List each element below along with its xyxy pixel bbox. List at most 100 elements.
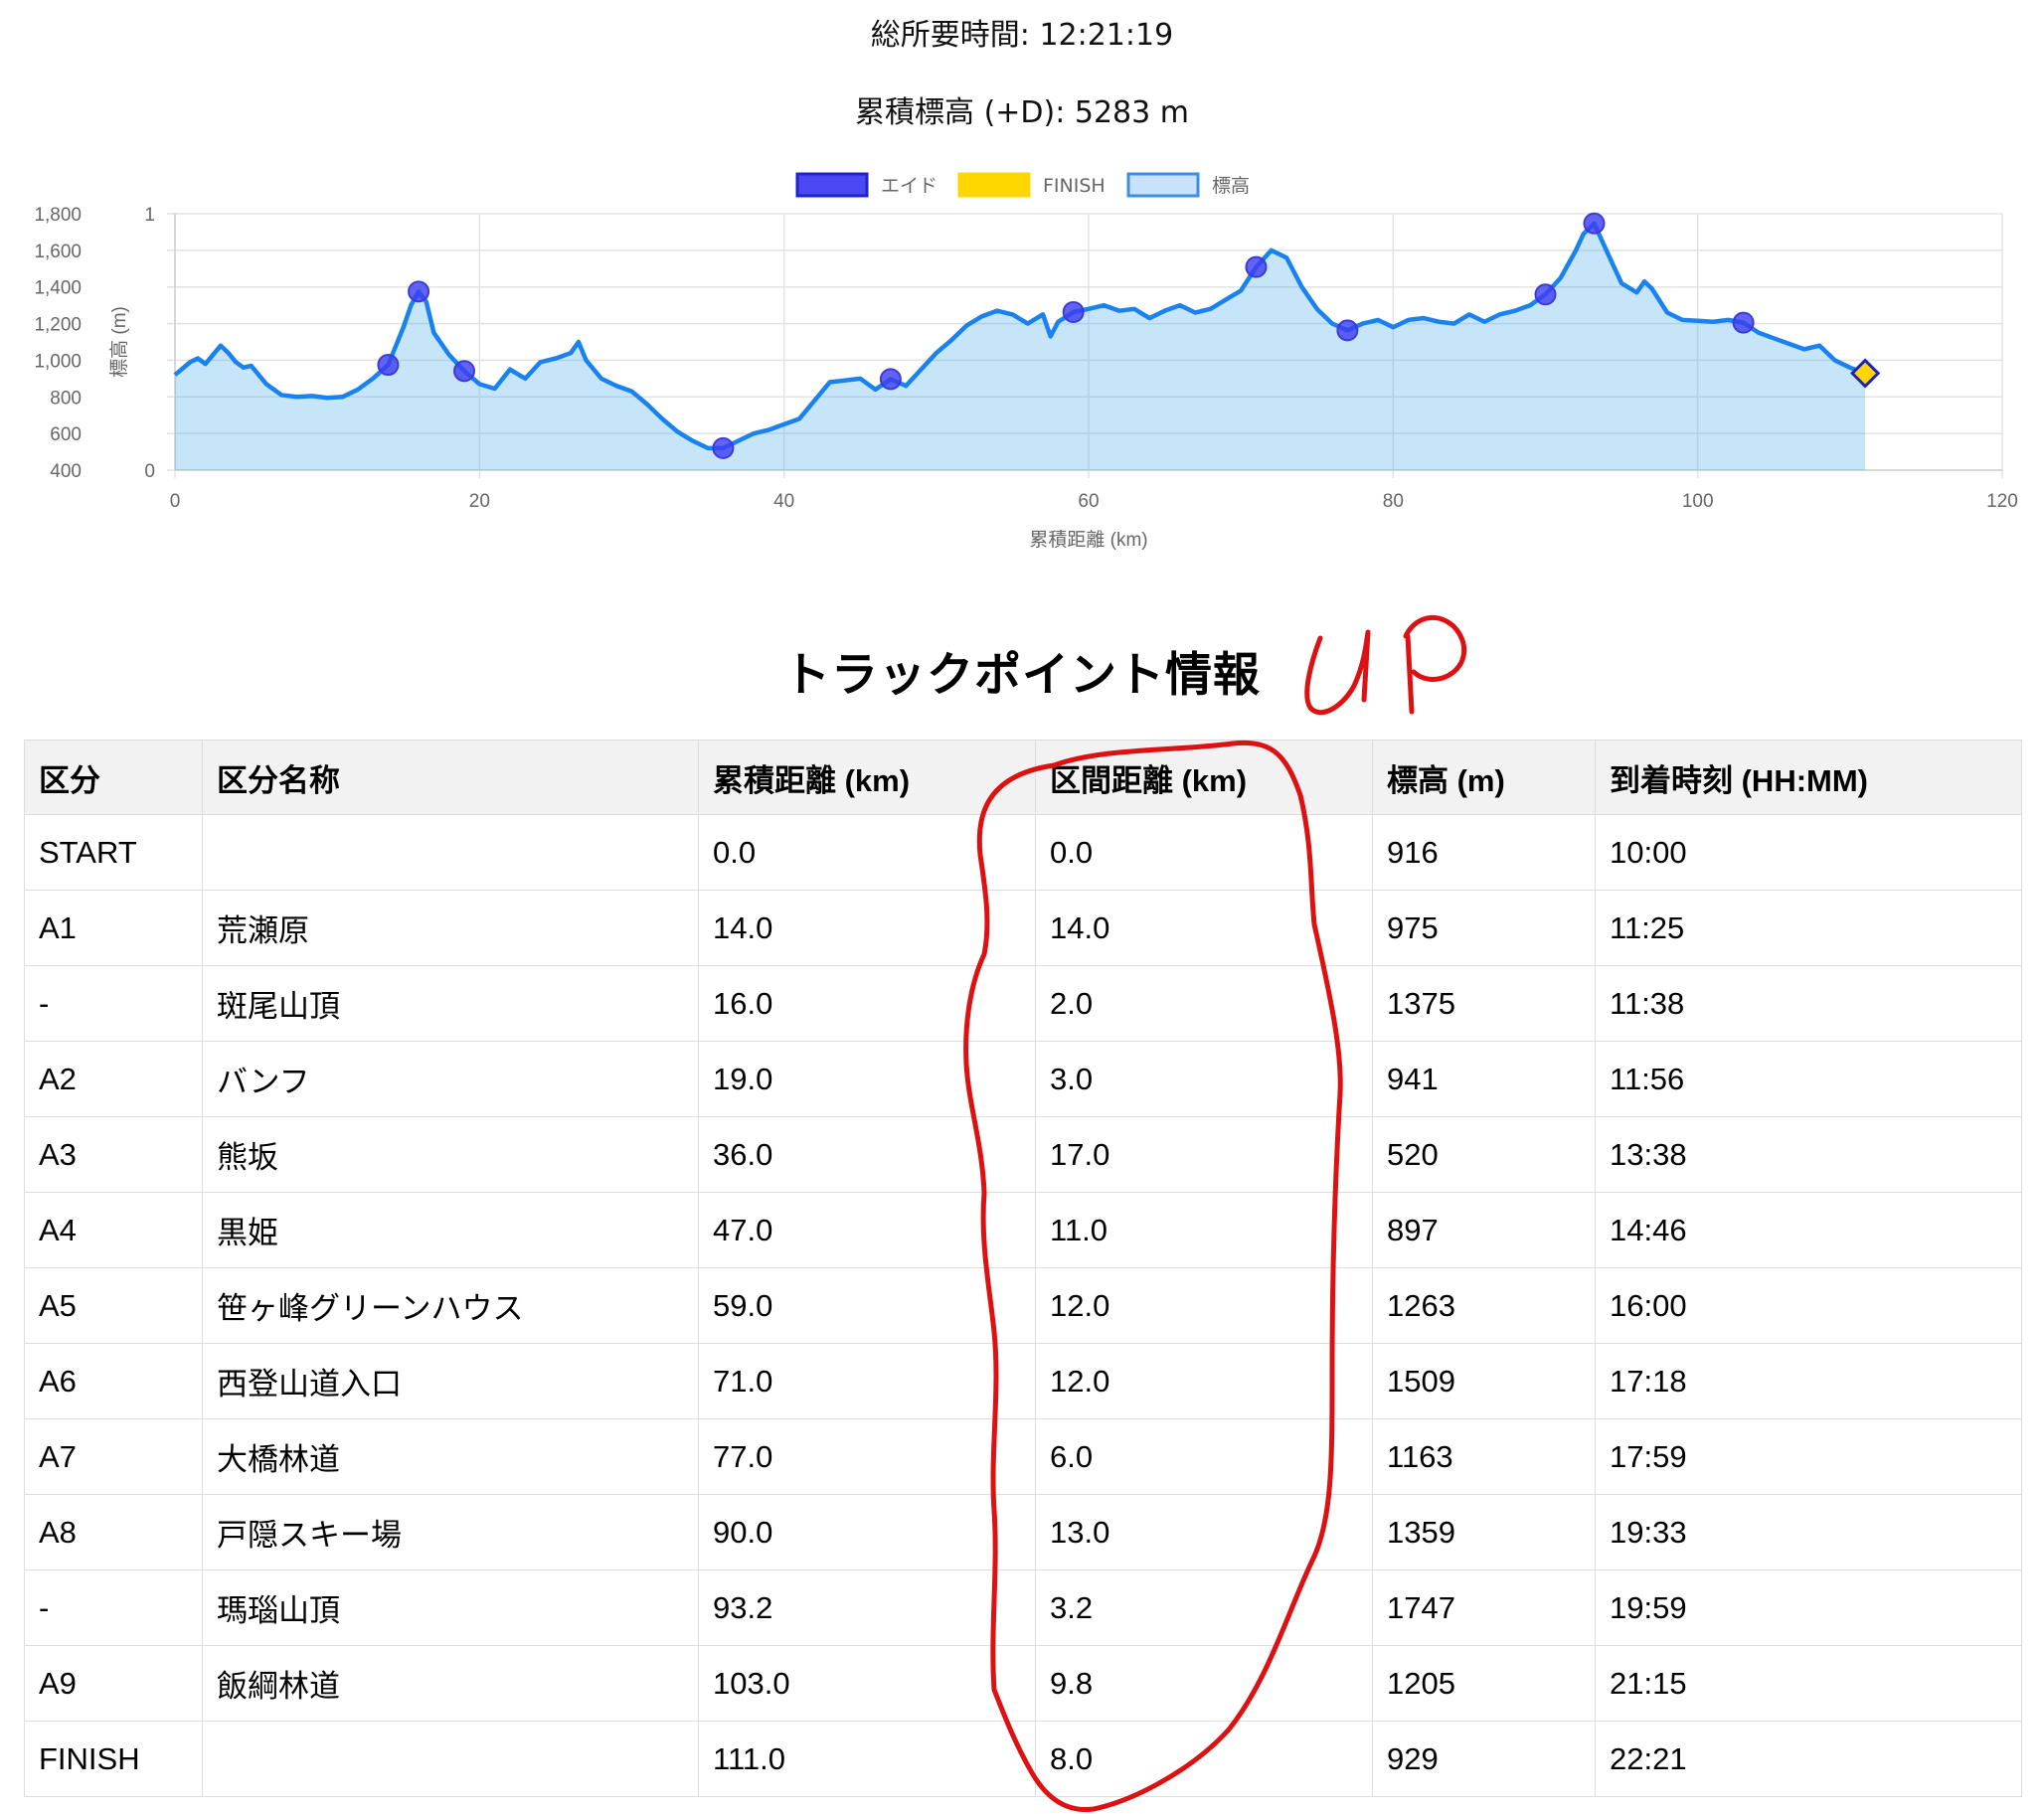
- cell-elevation: 1375: [1372, 965, 1596, 1042]
- x-tick-label: 20: [469, 491, 490, 512]
- cell-arrival-time: 14:46: [1595, 1192, 2022, 1268]
- x-tick-label: 40: [773, 491, 794, 512]
- cell-elevation: 1263: [1372, 1267, 1596, 1344]
- cumulative-elevation: 累積標高 (+D): 5283 m: [855, 95, 1189, 130]
- cell-arrival-time: 19:59: [1595, 1569, 2022, 1646]
- cell-section: A2: [24, 1041, 203, 1117]
- cell-arrival-time: 21:15: [1595, 1645, 2022, 1722]
- trackpoint-table: 区分 区分名称 累積距離 (km) 区間距離 (km) 標高 (m) 到着時刻 …: [24, 740, 2022, 1797]
- cell-elevation: 897: [1372, 1192, 1596, 1268]
- cell-section-name: 大橋林道: [202, 1418, 699, 1495]
- cell-section-distance: 6.0: [1035, 1418, 1373, 1495]
- cell-elevation: 916: [1372, 814, 1596, 891]
- cell-section: A3: [24, 1116, 203, 1193]
- cell-cumulative-distance: 77.0: [698, 1418, 1036, 1495]
- cell-section: -: [24, 1569, 203, 1646]
- cell-cumulative-distance: 93.2: [698, 1569, 1036, 1646]
- cell-cumulative-distance: 103.0: [698, 1645, 1036, 1722]
- cell-section-distance: 17.0: [1035, 1116, 1373, 1193]
- y2-tick-label: 1: [144, 205, 155, 226]
- table-row: FINISH 111.0 8.0 929 22:21: [24, 1721, 2022, 1797]
- table-row: A6 西登山道入口 71.0 12.0 1509 17:18: [24, 1343, 2022, 1419]
- y-tick-label: 800: [50, 388, 82, 409]
- cell-arrival-time: 22:21: [1595, 1721, 2022, 1797]
- y-tick-label: 1,600: [34, 242, 82, 262]
- cell-section: A4: [24, 1192, 203, 1268]
- finish-point: [1850, 358, 1881, 389]
- total-time: 総所要時間: 12:21:19: [870, 18, 1174, 53]
- cell-section: A1: [24, 890, 203, 966]
- cell-section: START: [24, 814, 203, 891]
- cell-elevation: 1205: [1372, 1645, 1596, 1722]
- table-row: START 0.0 0.0 916 10:00: [24, 814, 2022, 891]
- cell-arrival-time: 11:56: [1595, 1041, 2022, 1117]
- aid-point: [1336, 319, 1359, 342]
- col-header-section-distance: 区間距離 (km): [1035, 740, 1373, 815]
- cell-arrival-time: 11:38: [1595, 965, 2022, 1042]
- cell-section: A6: [24, 1343, 203, 1419]
- cell-section: A5: [24, 1267, 203, 1344]
- cell-section-distance: 12.0: [1035, 1343, 1373, 1419]
- y-tick-label: 1,200: [34, 315, 82, 336]
- y-tick-label: 400: [50, 461, 82, 482]
- cell-section: A9: [24, 1645, 203, 1722]
- cell-section-distance: 0.0: [1035, 814, 1373, 891]
- y-tick-label: 1,000: [34, 351, 82, 372]
- cell-arrival-time: 19:33: [1595, 1494, 2022, 1570]
- x-axis-title: 累積距離 (km): [1029, 529, 1147, 551]
- cell-elevation: 1359: [1372, 1494, 1596, 1570]
- cell-section-distance: 8.0: [1035, 1721, 1373, 1797]
- legend-label: 標高: [1212, 175, 1250, 197]
- legend-label: エイド: [881, 175, 937, 197]
- cell-cumulative-distance: 71.0: [698, 1343, 1036, 1419]
- legend-swatch: [957, 172, 1031, 198]
- cell-cumulative-distance: 59.0: [698, 1267, 1036, 1344]
- y-tick-label: 600: [50, 424, 82, 445]
- table-row: - 瑪瑙山頂 93.2 3.2 1747 19:59: [24, 1569, 2022, 1646]
- y-axis-title: 標高 (m): [108, 306, 130, 378]
- cell-cumulative-distance: 14.0: [698, 890, 1036, 966]
- table-row: - 斑尾山頂 16.0 2.0 1375 11:38: [24, 965, 2022, 1042]
- aid-point: [377, 354, 400, 377]
- cell-section-distance: 2.0: [1035, 965, 1373, 1042]
- table-row: A3 熊坂 36.0 17.0 520 13:38: [24, 1116, 2022, 1193]
- cell-section: A8: [24, 1494, 203, 1570]
- col-header-section-name: 区分名称: [202, 740, 699, 815]
- cell-section: -: [24, 965, 203, 1042]
- col-header-cumulative-distance: 累積距離 (km): [698, 740, 1036, 815]
- legend-swatch: [795, 172, 869, 198]
- cell-arrival-time: 16:00: [1595, 1267, 2022, 1344]
- elevation-line: [173, 221, 1866, 451]
- cell-cumulative-distance: 0.0: [698, 814, 1036, 891]
- cell-section-name: バンフ: [202, 1041, 699, 1117]
- cell-cumulative-distance: 111.0: [698, 1721, 1036, 1797]
- cell-cumulative-distance: 16.0: [698, 965, 1036, 1042]
- cell-elevation: 1163: [1372, 1418, 1596, 1495]
- cell-elevation: 975: [1372, 890, 1596, 966]
- cell-section-name: 戸隠スキー場: [202, 1494, 699, 1570]
- x-tick-label: 80: [1383, 491, 1404, 512]
- cell-elevation: 520: [1372, 1116, 1596, 1193]
- col-header-elevation: 標高 (m): [1372, 740, 1596, 815]
- cell-elevation: 929: [1372, 1721, 1596, 1797]
- aid-point: [1583, 212, 1606, 235]
- aid-point: [1732, 311, 1755, 334]
- aid-point: [1062, 300, 1085, 323]
- cell-section-name: 斑尾山頂: [202, 965, 699, 1042]
- trackpoint-title: トラックポイント情報: [783, 648, 1261, 703]
- cell-section: FINISH: [24, 1721, 203, 1797]
- cell-section-distance: 11.0: [1035, 1192, 1373, 1268]
- elevation-area: [175, 223, 1866, 470]
- cell-arrival-time: 13:38: [1595, 1116, 2022, 1193]
- cell-section-name: [202, 814, 699, 891]
- x-tick-label: 120: [1986, 491, 2018, 512]
- table-row: A8 戸隠スキー場 90.0 13.0 1359 19:33: [24, 1494, 2022, 1570]
- cell-section-name: 笹ヶ峰グリーンハウス: [202, 1267, 699, 1344]
- col-header-section: 区分: [24, 740, 203, 815]
- table-header-row: 区分 区分名称 累積距離 (km) 区間距離 (km) 標高 (m) 到着時刻 …: [24, 740, 2022, 815]
- cell-cumulative-distance: 47.0: [698, 1192, 1036, 1268]
- col-header-arrival-time: 到着時刻 (HH:MM): [1595, 740, 2022, 815]
- y2-tick-label: 0: [144, 461, 155, 482]
- table-row: A9 飯綱林道 103.0 9.8 1205 21:15: [24, 1645, 2022, 1722]
- cell-section-name: 荒瀬原: [202, 890, 699, 966]
